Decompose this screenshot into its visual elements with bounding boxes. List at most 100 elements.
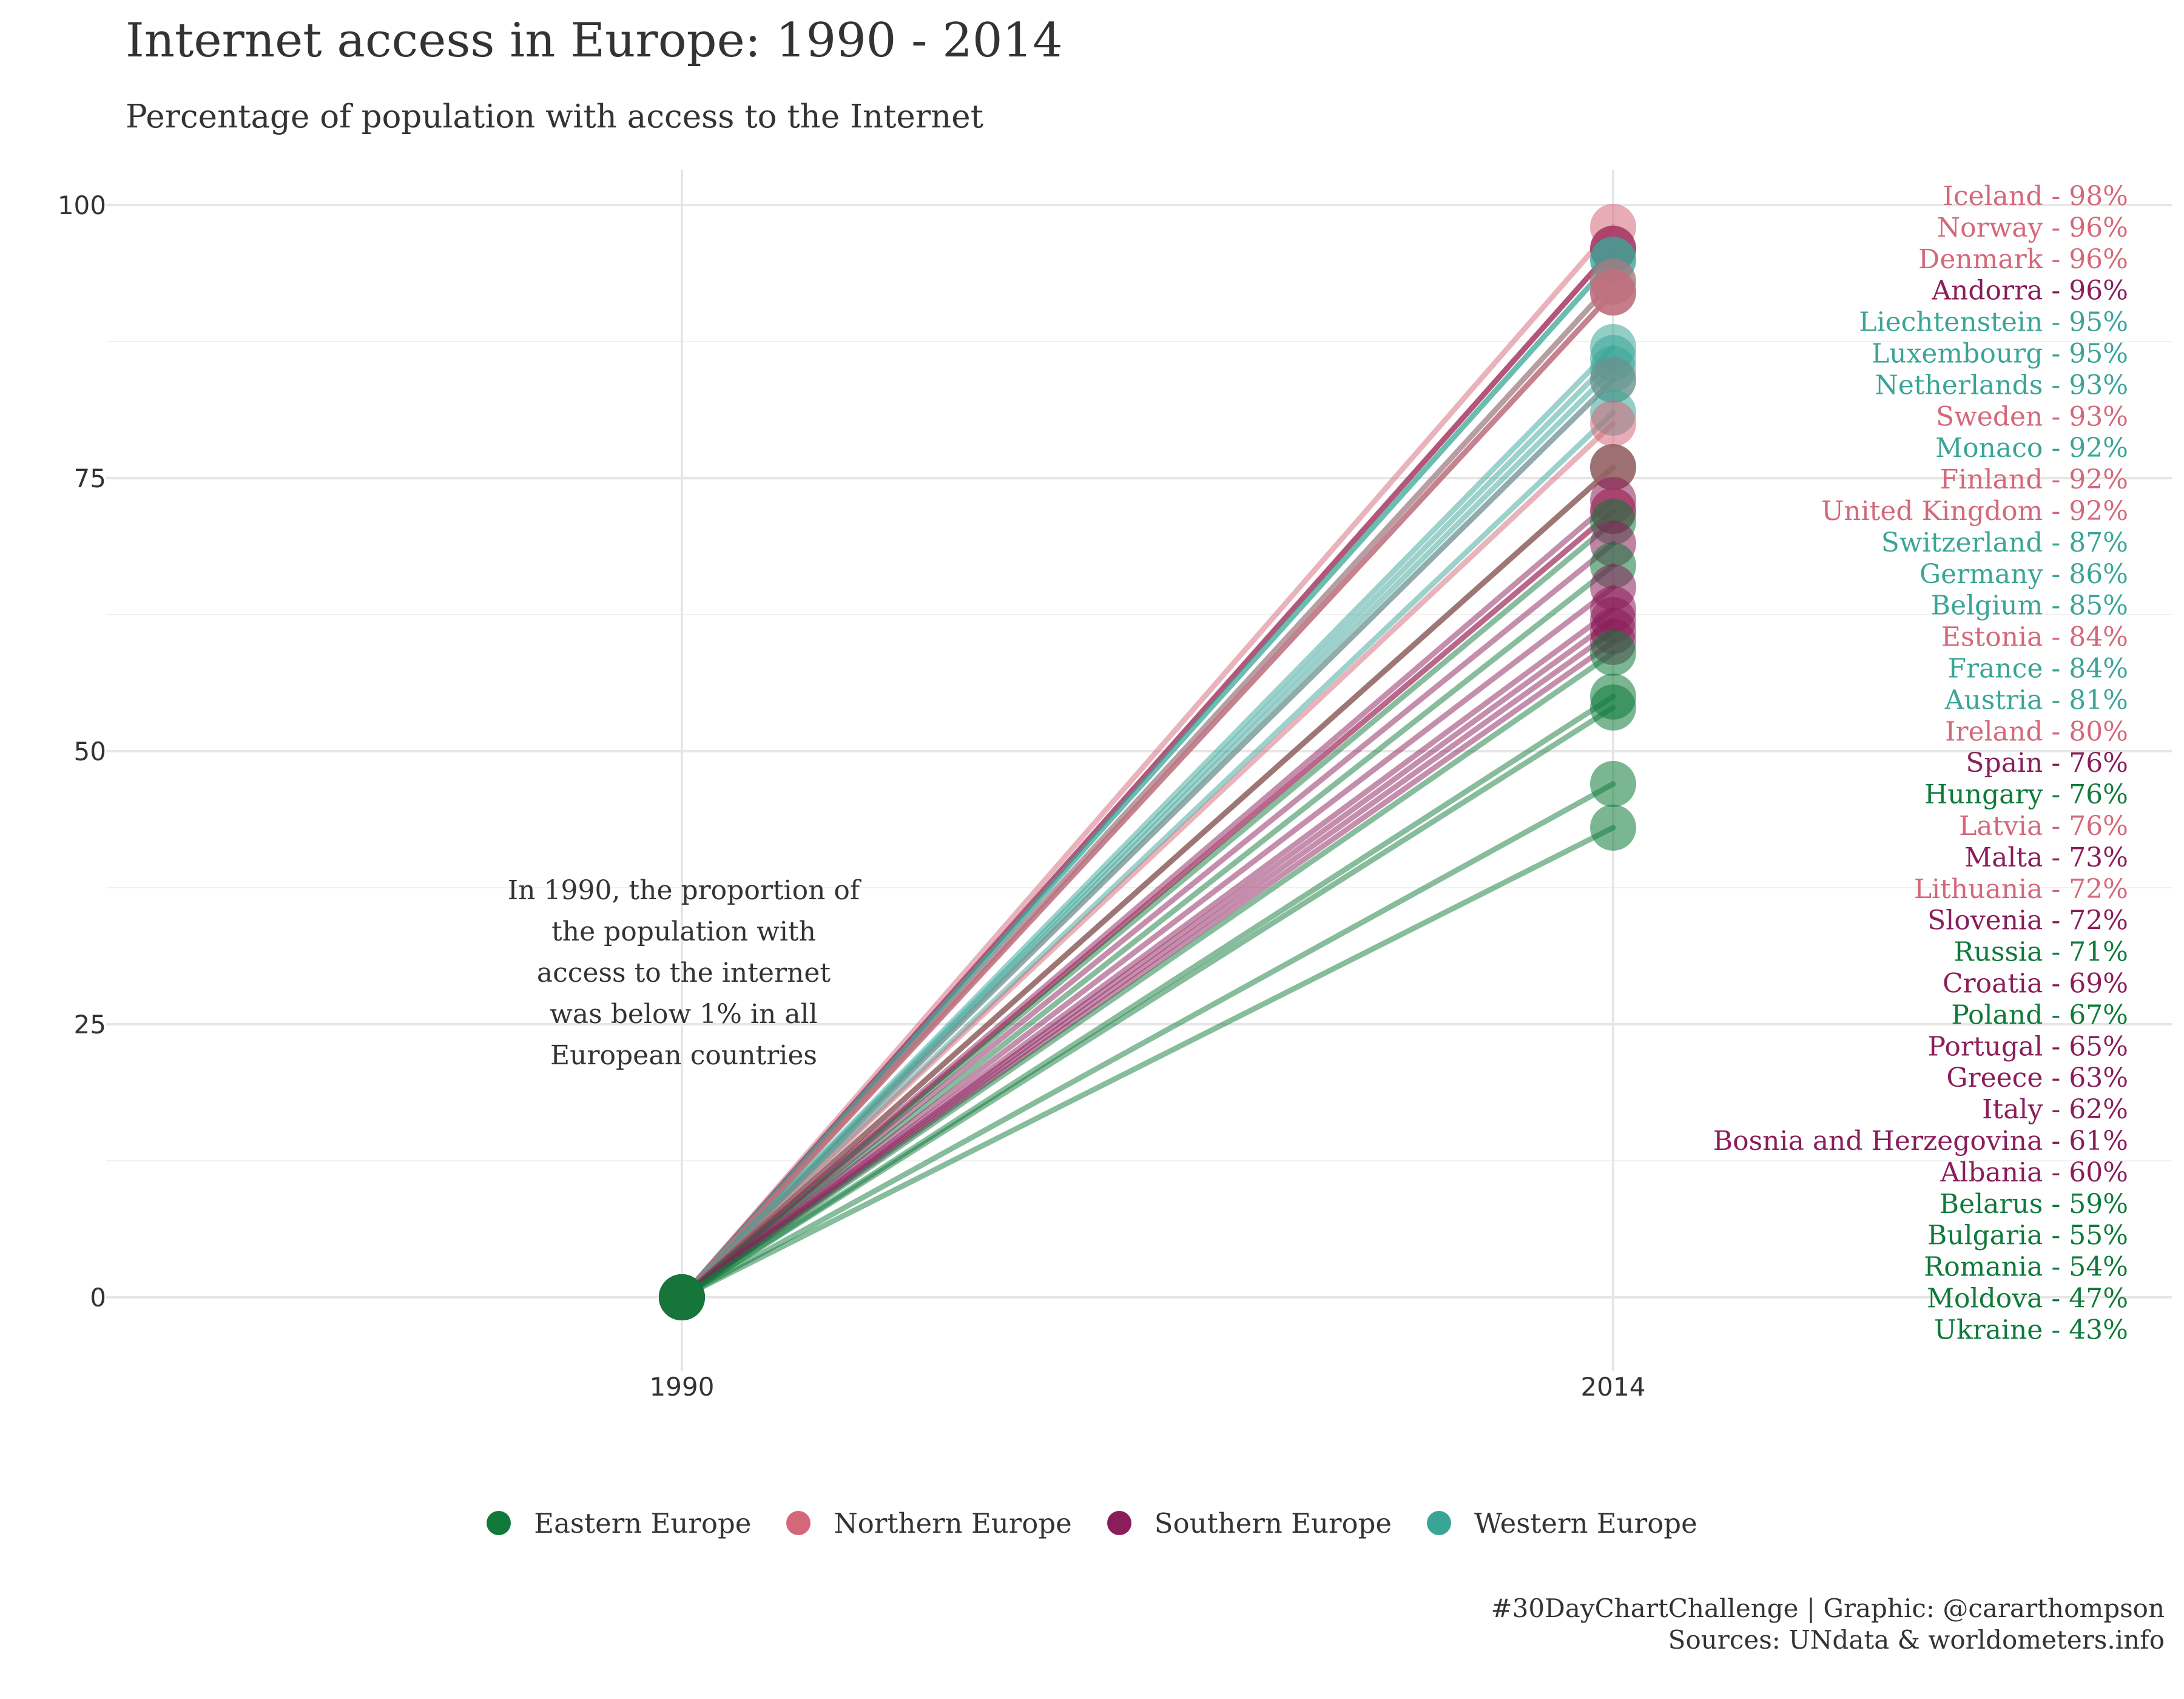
country-label-portugal: Portugal - 65% <box>1928 1031 2128 1062</box>
legend-item-western-europe: Western Europe <box>1427 1507 1697 1539</box>
country-label-united-kingdom: United Kingdom - 92% <box>1821 496 2128 527</box>
country-label-netherlands: Netherlands - 93% <box>1875 370 2128 400</box>
country-label-poland: Poland - 67% <box>1951 999 2128 1030</box>
series-line-russia <box>679 519 1616 1300</box>
legend-label: Eastern Europe <box>534 1507 752 1539</box>
caption-credit: #30DayChartChallenge | Graphic: @cararth… <box>1491 1593 2165 1623</box>
country-label-belarus: Belarus - 59% <box>1940 1189 2128 1220</box>
point-1990-denmark <box>659 1274 705 1320</box>
point-1990-croatia <box>659 1274 705 1320</box>
point-2014-ukraine <box>1590 805 1636 851</box>
country-label-albania: Albania - 60% <box>1940 1157 2128 1188</box>
point-2014-united-kingdom <box>1590 269 1636 316</box>
country-label-ireland: Ireland - 80% <box>1945 716 2128 747</box>
country-label-slovenia: Slovenia - 72% <box>1927 905 2128 936</box>
point-1990-ireland <box>659 1274 705 1320</box>
point-1990-italy <box>659 1274 705 1320</box>
series-lines <box>679 224 1616 1300</box>
point-1990-united-kingdom <box>659 1274 705 1320</box>
country-label-italy: Italy - 62% <box>1982 1094 2128 1125</box>
country-label-russia: Russia - 71% <box>1953 937 2128 968</box>
country-label-bosnia-and-herzegovina: Bosnia and Herzegovina - 61% <box>1713 1126 2128 1157</box>
point-1990-malta <box>659 1274 705 1320</box>
country-label-malta: Malta - 73% <box>1964 842 2128 873</box>
series-points <box>659 204 1636 1320</box>
point-2014-ireland <box>1590 400 1636 447</box>
series-line-france <box>679 377 1616 1300</box>
country-label-andorra: Andorra - 96% <box>1931 275 2128 306</box>
point-1990-sweden <box>659 1274 705 1320</box>
legend-item-northern-europe: Northern Europe <box>786 1507 1072 1539</box>
point-1990-ukraine <box>659 1274 705 1320</box>
point-1990-bosnia-and-herzegovina <box>659 1274 705 1320</box>
caption-sources: Sources: UNdata & worldometers.info <box>1668 1625 2165 1655</box>
country-label-moldova: Moldova - 47% <box>1927 1283 2128 1314</box>
series-line-romania <box>679 704 1616 1300</box>
point-1990-liechtenstein <box>659 1274 705 1320</box>
country-label-belgium: Belgium - 85% <box>1931 590 2128 621</box>
annotation-line: the population with <box>551 916 816 947</box>
country-label-bulgaria: Bulgaria - 55% <box>1927 1220 2128 1251</box>
legend-item-eastern-europe: Eastern Europe <box>487 1507 751 1539</box>
chart-subtitle: Percentage of population with access to … <box>126 98 983 135</box>
annotation: In 1990, the proportion of the population… <box>508 875 861 1071</box>
country-label-latvia: Latvia - 76% <box>1959 811 2128 842</box>
point-2014-moldova <box>1590 761 1636 807</box>
point-2014-france <box>1590 357 1636 403</box>
legend-swatch <box>1427 1511 1452 1535</box>
point-1990-monaco <box>659 1274 705 1320</box>
chart-plot: 0 25 50 75 100 1990 2014 Iceland - 98%Norway -… <box>58 170 2172 1402</box>
point-1990-belgium <box>659 1274 705 1320</box>
point-1990-switzerland <box>659 1274 705 1320</box>
chart-title: Internet access in Europe: 1990 - 2014 <box>126 13 1063 68</box>
legend-swatch <box>487 1511 511 1535</box>
y-tick-label: 0 <box>90 1283 106 1312</box>
series-line-portugal <box>679 584 1616 1300</box>
point-1990-lithuania <box>659 1274 705 1320</box>
caption: #30DayChartChallenge | Graphic: @cararth… <box>1491 1593 2165 1656</box>
point-1990-romania <box>659 1274 705 1320</box>
point-1990-albania <box>659 1274 705 1320</box>
annotation-line: access to the internet <box>537 958 831 988</box>
point-1990-germany <box>659 1274 705 1320</box>
country-label-greece: Greece - 63% <box>1946 1062 2128 1093</box>
y-tick-label: 75 <box>74 464 106 493</box>
annotation-line: European countries <box>550 1040 817 1071</box>
y-tick-label: 25 <box>74 1010 106 1039</box>
point-1990-norway <box>659 1274 705 1320</box>
annotation-line: In 1990, the proportion of <box>508 875 861 906</box>
country-label-luxembourg: Luxembourg - 95% <box>1872 339 2128 370</box>
series-line-ukraine <box>679 825 1616 1300</box>
point-1990-moldova <box>659 1274 705 1320</box>
series-line-united-kingdom <box>679 289 1616 1300</box>
country-labels: Iceland - 98%Norway - 96%Denmark - 96%An… <box>1713 181 2128 1345</box>
country-label-iceland: Iceland - 98% <box>1943 181 2128 212</box>
point-1990-greece <box>659 1274 705 1320</box>
country-label-switzerland: Switzerland - 87% <box>1881 527 2128 558</box>
country-label-france: France - 84% <box>1948 654 2128 684</box>
series-line-moldova <box>679 781 1616 1300</box>
point-1990-iceland <box>659 1274 705 1320</box>
point-1990-hungary <box>659 1274 705 1320</box>
point-1990-andorra <box>659 1274 705 1320</box>
point-1990-portugal <box>659 1274 705 1320</box>
legend-swatch <box>786 1511 811 1535</box>
country-label-hungary: Hungary - 76% <box>1924 779 2128 810</box>
point-1990-russia <box>659 1274 705 1320</box>
country-label-romania: Romania - 54% <box>1924 1252 2128 1283</box>
legend-item-southern-europe: Southern Europe <box>1107 1507 1392 1539</box>
legend: Eastern Europe Northern Europe Southern Eu… <box>0 1499 2184 1547</box>
country-label-norway: Norway - 96% <box>1937 212 2128 243</box>
series-line-latvia <box>679 464 1616 1300</box>
legend-label: Northern Europe <box>834 1507 1072 1539</box>
point-1990-bulgaria <box>659 1274 705 1320</box>
x-tick-label: 2014 <box>1581 1372 1646 1402</box>
country-label-spain: Spain - 76% <box>1966 748 2128 779</box>
point-2014-romania <box>1590 684 1636 731</box>
point-1990-france <box>659 1274 705 1320</box>
series-line-croatia <box>679 541 1616 1300</box>
x-tick-label: 1990 <box>650 1372 715 1402</box>
legend-swatch <box>1107 1511 1131 1535</box>
point-1990-poland <box>659 1274 705 1320</box>
series-line-belarus <box>679 650 1616 1300</box>
